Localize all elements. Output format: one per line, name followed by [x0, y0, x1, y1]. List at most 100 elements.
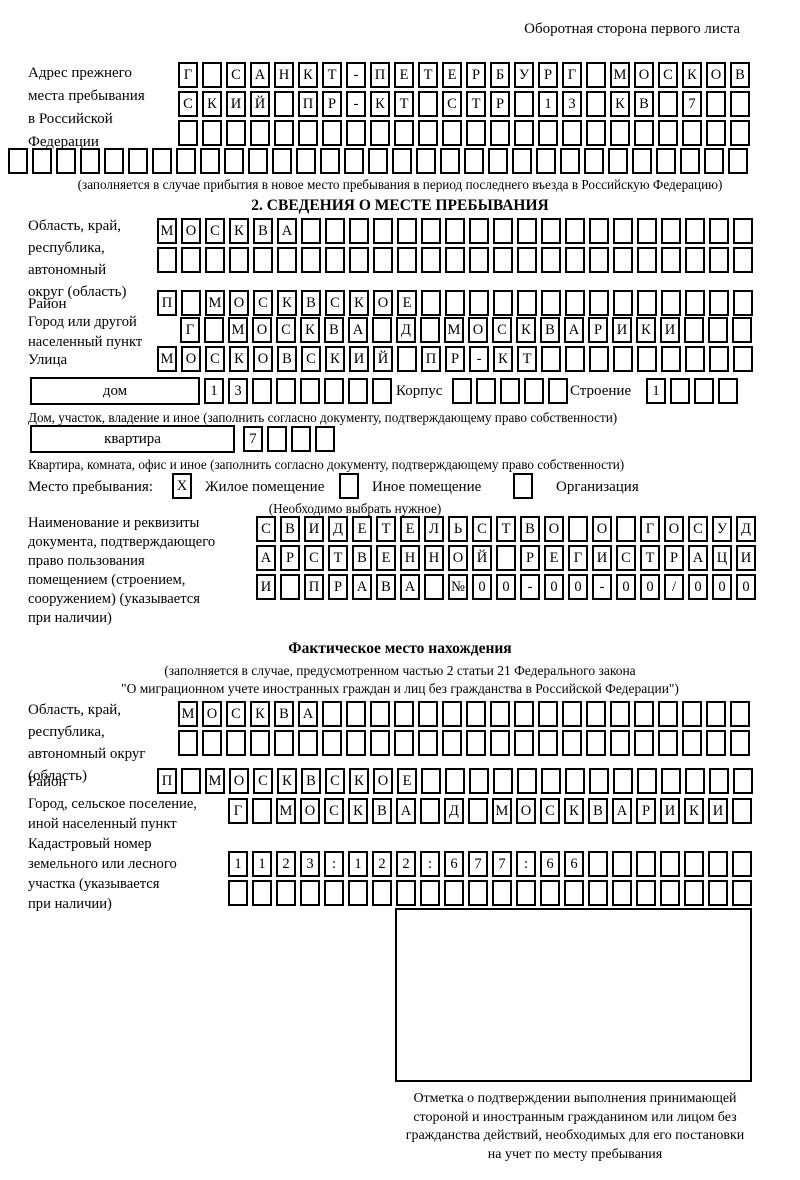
char-box[interactable]: [493, 218, 513, 244]
char-box[interactable]: А: [688, 545, 708, 571]
char-box[interactable]: [298, 120, 318, 146]
char-box[interactable]: [274, 730, 294, 756]
char-box[interactable]: Г: [178, 62, 198, 88]
char-box[interactable]: С: [205, 218, 225, 244]
char-box[interactable]: К: [370, 91, 390, 117]
char-box[interactable]: 7: [682, 91, 702, 117]
char-box[interactable]: [442, 701, 462, 727]
char-box[interactable]: [298, 730, 318, 756]
char-box[interactable]: [492, 880, 512, 906]
char-box[interactable]: Р: [280, 545, 300, 571]
char-box[interactable]: [562, 701, 582, 727]
char-box[interactable]: [348, 378, 368, 404]
char-box[interactable]: [613, 768, 633, 794]
char-box[interactable]: О: [202, 701, 222, 727]
char-box[interactable]: К: [610, 91, 630, 117]
char-box[interactable]: [202, 62, 222, 88]
char-box[interactable]: [661, 346, 681, 372]
char-box[interactable]: [514, 730, 534, 756]
char-box[interactable]: [346, 730, 366, 756]
char-box[interactable]: М: [228, 317, 248, 343]
char-box[interactable]: О: [373, 290, 393, 316]
char-box[interactable]: П: [157, 290, 177, 316]
char-box[interactable]: [694, 378, 714, 404]
char-box[interactable]: О: [706, 62, 726, 88]
char-box[interactable]: С: [325, 290, 345, 316]
char-box[interactable]: [348, 880, 368, 906]
char-box[interactable]: [224, 148, 244, 174]
char-box[interactable]: [565, 218, 585, 244]
char-box[interactable]: Е: [442, 62, 462, 88]
char-box[interactable]: [202, 120, 222, 146]
char-box[interactable]: [730, 701, 750, 727]
char-box[interactable]: В: [274, 701, 294, 727]
char-box[interactable]: [325, 218, 345, 244]
char-box[interactable]: [658, 701, 678, 727]
char-box[interactable]: [346, 120, 366, 146]
char-box[interactable]: [718, 378, 738, 404]
char-box[interactable]: С: [301, 346, 321, 372]
char-box[interactable]: [325, 247, 345, 273]
char-box[interactable]: [589, 247, 609, 273]
char-box[interactable]: [226, 120, 246, 146]
char-box[interactable]: Т: [496, 516, 516, 542]
char-box[interactable]: В: [520, 516, 540, 542]
char-box[interactable]: [421, 290, 441, 316]
char-box[interactable]: [252, 880, 272, 906]
char-box[interactable]: В: [372, 798, 392, 824]
char-box[interactable]: [610, 730, 630, 756]
char-box[interactable]: П: [304, 574, 324, 600]
char-box[interactable]: С: [256, 516, 276, 542]
char-box[interactable]: [658, 730, 678, 756]
char-box[interactable]: [202, 730, 222, 756]
char-box[interactable]: С: [276, 317, 296, 343]
char-box[interactable]: О: [516, 798, 536, 824]
char-box[interactable]: [586, 62, 606, 88]
char-box[interactable]: [685, 290, 705, 316]
char-box[interactable]: [586, 91, 606, 117]
char-box[interactable]: [733, 768, 753, 794]
char-box[interactable]: [274, 120, 294, 146]
char-box[interactable]: [252, 378, 272, 404]
char-box[interactable]: Л: [424, 516, 444, 542]
char-box[interactable]: [656, 148, 676, 174]
char-box[interactable]: [397, 346, 417, 372]
char-box[interactable]: К: [516, 317, 536, 343]
char-box[interactable]: Б: [490, 62, 510, 88]
char-box[interactable]: [444, 880, 464, 906]
char-box[interactable]: [469, 768, 489, 794]
char-box[interactable]: Н: [424, 545, 444, 571]
char-box[interactable]: 1: [228, 851, 248, 877]
char-box[interactable]: И: [660, 317, 680, 343]
char-box[interactable]: А: [612, 798, 632, 824]
char-box[interactable]: 7: [468, 851, 488, 877]
char-box[interactable]: И: [736, 545, 756, 571]
char-box[interactable]: [565, 768, 585, 794]
char-box[interactable]: [274, 91, 294, 117]
char-box[interactable]: Й: [472, 545, 492, 571]
char-box[interactable]: Ц: [712, 545, 732, 571]
char-box[interactable]: [373, 247, 393, 273]
char-box[interactable]: [445, 247, 465, 273]
char-box[interactable]: [296, 148, 316, 174]
char-box[interactable]: [500, 378, 520, 404]
char-box[interactable]: [730, 120, 750, 146]
char-box[interactable]: [200, 148, 220, 174]
char-box[interactable]: [276, 378, 296, 404]
char-box[interactable]: И: [612, 317, 632, 343]
char-box[interactable]: Р: [490, 91, 510, 117]
char-box[interactable]: В: [280, 516, 300, 542]
char-box[interactable]: В: [277, 346, 297, 372]
char-box[interactable]: [226, 730, 246, 756]
char-box[interactable]: [560, 148, 580, 174]
char-box[interactable]: [322, 730, 342, 756]
char-box[interactable]: О: [181, 346, 201, 372]
char-box[interactable]: С: [304, 545, 324, 571]
char-box[interactable]: [349, 218, 369, 244]
char-box[interactable]: К: [277, 768, 297, 794]
char-box[interactable]: М: [157, 218, 177, 244]
char-box[interactable]: [445, 290, 465, 316]
char-box[interactable]: [732, 798, 752, 824]
char-box[interactable]: У: [712, 516, 732, 542]
char-box[interactable]: Р: [322, 91, 342, 117]
